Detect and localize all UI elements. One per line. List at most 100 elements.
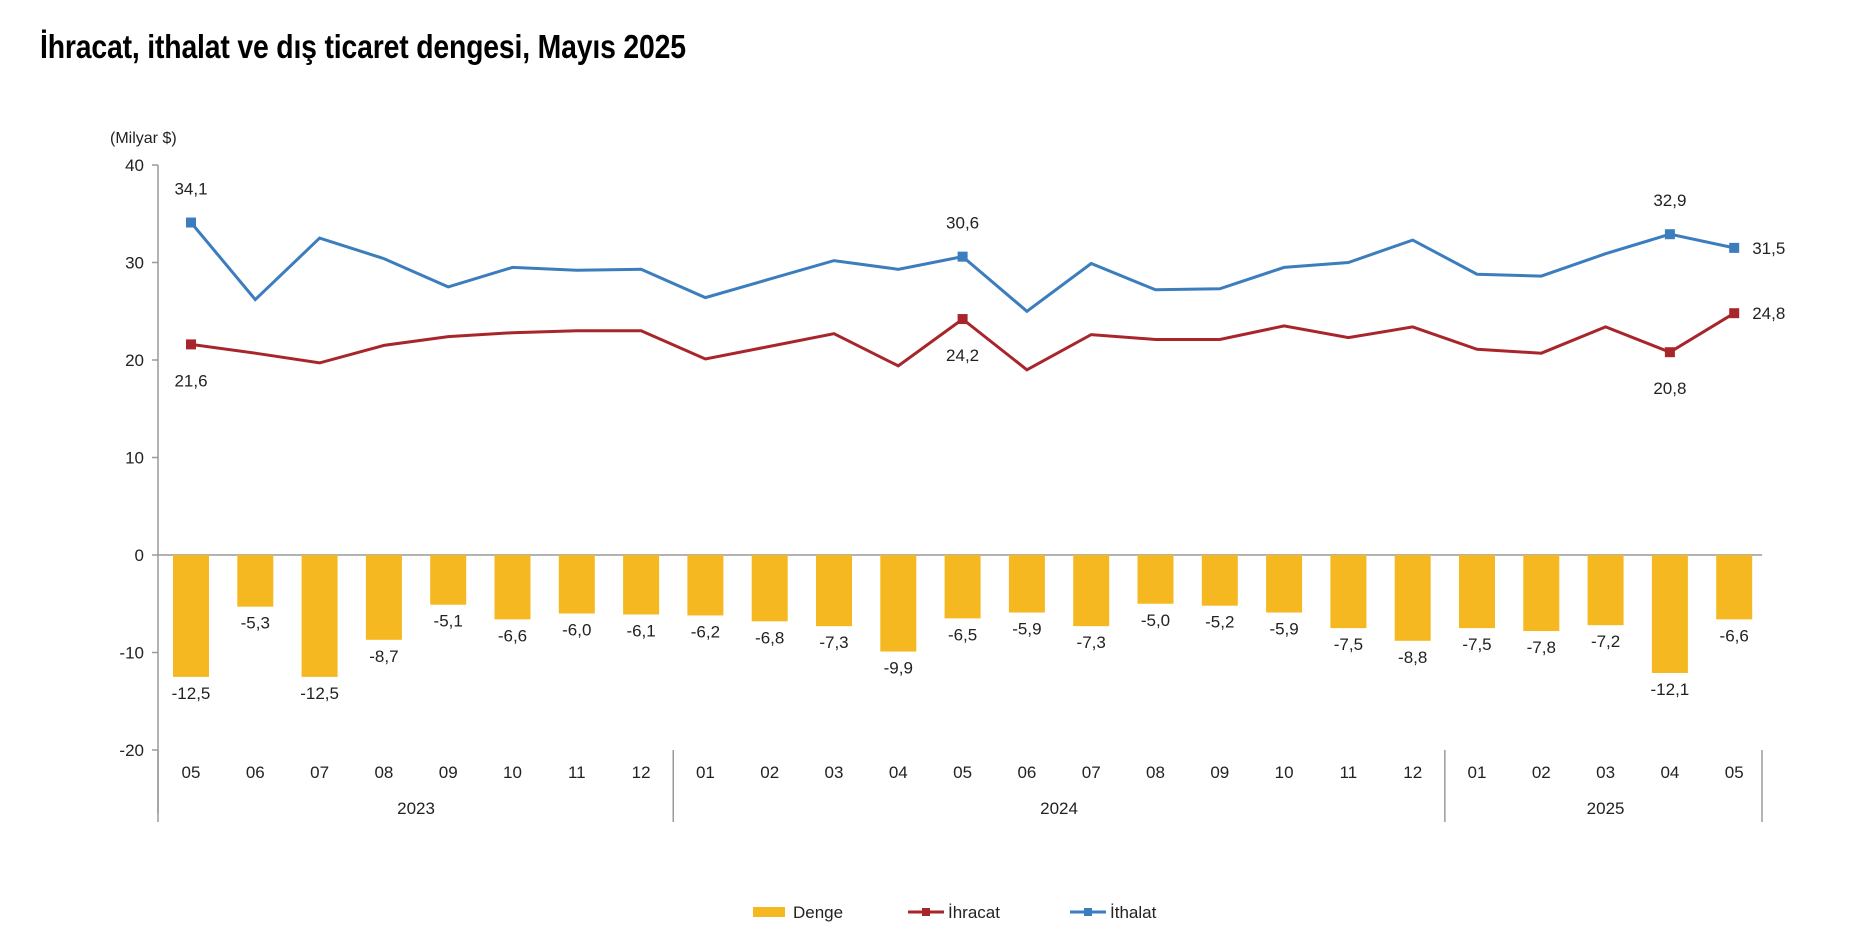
marker-ithalat (186, 217, 196, 228)
bar-value-label: -9,9 (884, 659, 913, 678)
x-tick-label: 07 (1082, 763, 1101, 782)
y-tick-label: 40 (125, 156, 144, 175)
bar-value-label: -5,9 (1012, 620, 1041, 639)
legend-item-ihracat: İhracat (908, 903, 1000, 922)
bar-value-label: -5,2 (1205, 613, 1234, 632)
legend-label: İhracat (948, 903, 1000, 922)
point-value-label: 30,6 (946, 214, 979, 233)
x-group-label: 2024 (1040, 799, 1078, 818)
bar-denge (1523, 555, 1560, 632)
x-tick-label: 12 (632, 763, 651, 782)
bar-value-label: -6,6 (1720, 626, 1749, 645)
x-tick-label: 01 (696, 763, 715, 782)
bar-denge (301, 555, 338, 677)
bar-denge (1008, 555, 1045, 613)
bar-denge (1587, 555, 1624, 626)
legend-marker-ithalat (1084, 908, 1092, 916)
bar-denge (237, 555, 274, 607)
data-labels: -12,5 -5,3 -12,5 -8,7 -5,1 -6,6 -6,0 -6,1 -6,2 -6… (172, 180, 1786, 703)
bar-value-label: -5,0 (1141, 611, 1170, 630)
legend-label: Denge (793, 903, 843, 922)
y-axis-unit-label: (Milyar $) (110, 130, 177, 147)
bar-denge (173, 555, 209, 677)
bar-denge (1073, 555, 1110, 627)
marker-ithalat (1729, 242, 1740, 253)
bar-value-label: -12,5 (172, 684, 211, 703)
bar-denge (1137, 555, 1174, 604)
y-tick-label: 10 (125, 449, 144, 468)
legend: Denge İhracat İthalat (753, 903, 1157, 922)
y-tick-label: -20 (119, 741, 144, 760)
legend-item-ithalat: İthalat (1070, 903, 1157, 922)
bar-value-label: -8,8 (1398, 648, 1427, 667)
x-tick-label: 02 (1532, 763, 1551, 782)
axes: (Milyar $) 40 30 20 10 0 -10 -20 05 06 07 08 09 10 11 1… (110, 130, 1763, 822)
bar-denge (558, 555, 595, 614)
point-value-label: 21,6 (174, 371, 207, 390)
bar-value-label: -7,5 (1462, 635, 1491, 654)
marker-ihracat (1664, 347, 1675, 358)
x-tick-label: 08 (374, 763, 393, 782)
x-tick-label: 05 (182, 763, 201, 782)
bar-denge (944, 555, 981, 619)
bar-denge (623, 555, 660, 615)
bar-value-label: -5,3 (241, 614, 270, 633)
bar-value-label: -12,5 (300, 684, 339, 703)
x-tick-label: 03 (825, 763, 844, 782)
x-tick-label: 11 (1340, 763, 1358, 782)
marker-ihracat (1729, 308, 1740, 319)
x-tick-label: 09 (1210, 763, 1229, 782)
bar-denge (751, 555, 788, 622)
bar-value-label: -6,0 (562, 621, 591, 640)
bar-value-label: -7,8 (1527, 638, 1556, 657)
x-tick-label: 09 (439, 763, 458, 782)
bar-value-label: -7,2 (1591, 632, 1620, 651)
bar-value-label: -6,5 (948, 625, 977, 644)
bar-value-label: -6,6 (498, 626, 527, 645)
x-tick-label: 08 (1146, 763, 1165, 782)
bar-value-label: -6,8 (755, 628, 784, 647)
bar-denge (1651, 555, 1688, 673)
bar-denge (1330, 555, 1367, 629)
point-value-label: 24,8 (1752, 304, 1785, 323)
marker-ithalat (1664, 229, 1675, 240)
bar-denge (494, 555, 531, 620)
x-tick-label: 03 (1596, 763, 1615, 782)
x-tick-label: 06 (246, 763, 265, 782)
bar-series-denge (173, 555, 1753, 677)
bar-denge (687, 555, 724, 616)
bar-value-label: -7,5 (1334, 635, 1363, 654)
bar-denge (1394, 555, 1431, 641)
bar-value-label: -5,1 (434, 612, 463, 631)
x-tick-label: 04 (889, 763, 908, 782)
point-value-label: 32,9 (1653, 191, 1686, 210)
bar-value-label: -5,9 (1269, 620, 1298, 639)
legend-marker-ihracat (922, 908, 930, 916)
point-value-label: 20,8 (1653, 379, 1686, 398)
legend-label: İthalat (1110, 903, 1157, 922)
bar-denge (430, 555, 467, 605)
legend-item-denge: Denge (753, 903, 843, 922)
marker-ihracat (957, 314, 968, 325)
x-tick-label: 05 (953, 763, 972, 782)
y-tick-label: 30 (125, 254, 144, 273)
x-tick-label: 11 (568, 763, 586, 782)
y-tick-label: 0 (135, 546, 144, 565)
bar-denge (880, 555, 917, 652)
x-tick-label: 07 (310, 763, 329, 782)
bar-denge (1716, 555, 1753, 620)
x-group-label: 2023 (397, 799, 435, 818)
x-tick-label: 01 (1468, 763, 1487, 782)
x-tick-label: 02 (760, 763, 779, 782)
bar-value-label: -8,7 (369, 647, 398, 666)
bar-value-label: -12,1 (1651, 680, 1690, 699)
x-tick-label: 10 (1275, 763, 1294, 782)
x-tick-label: 05 (1725, 763, 1744, 782)
bar-denge (1201, 555, 1238, 606)
x-tick-label: 04 (1660, 763, 1679, 782)
line-ithalat (189, 221, 1735, 314)
marker-ithalat (957, 251, 968, 262)
marker-ihracat (186, 339, 196, 350)
point-value-label: 24,2 (946, 346, 979, 365)
